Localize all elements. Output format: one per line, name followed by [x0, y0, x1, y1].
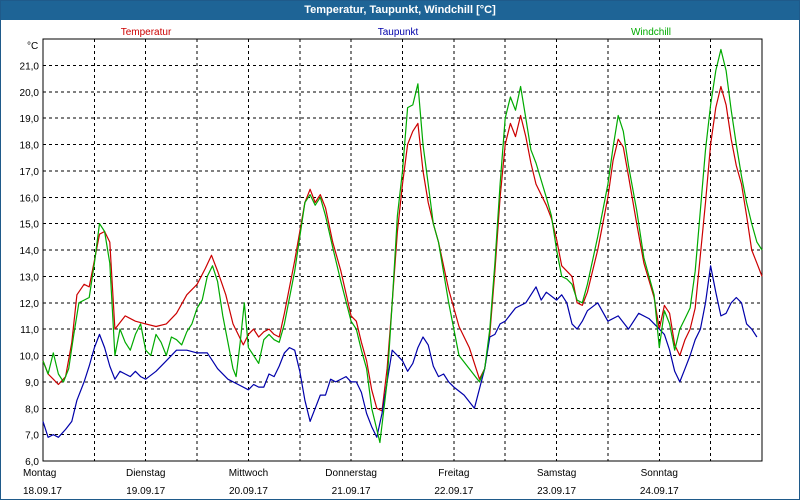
y-tick-label: 17,0	[20, 167, 40, 178]
series-lines	[42, 48, 763, 444]
legend-item-temperatur: Temperatur	[121, 27, 172, 38]
legend-item-windchill: Windchill	[631, 27, 671, 38]
y-tick-label: 20,0	[20, 88, 40, 99]
y-tick-label: 18,0	[20, 141, 40, 152]
y-tick-label: 16,0	[20, 193, 40, 204]
x-tick-day: Donnerstag	[325, 468, 377, 479]
x-tick-date: 18.09.17	[23, 486, 62, 497]
x-tick-date: 21.09.17	[332, 486, 371, 497]
y-tick-label: 6,0	[25, 457, 39, 468]
y-tick-label: 19,0	[20, 114, 40, 125]
x-tick-day: Sonntag	[641, 468, 678, 479]
y-tick-label: 7,0	[25, 431, 39, 442]
x-tick-date: 19.09.17	[126, 486, 165, 497]
y-tick-label: 13,0	[20, 272, 40, 283]
y-tick-label: 14,0	[20, 246, 40, 257]
x-tick-day: Dienstag	[126, 468, 165, 479]
x-tick-day: Montag	[23, 468, 56, 479]
y-tick-label: 15,0	[20, 220, 40, 231]
x-tick-date: 22.09.17	[434, 486, 473, 497]
series-line-windchill	[42, 48, 763, 444]
x-tick-date: 24.09.17	[640, 486, 679, 497]
y-axis-ticks: 6,0 7,0 8,0 9,0 10,0 11,0 12,0 13,0 14,0 15,0 16,0…	[20, 61, 40, 468]
line-chart: 6,0 7,0 8,0 9,0 10,0 11,0 12,0 13,0 14,0 15,0 16,0…	[20, 27, 763, 497]
x-tick-date: 20.09.17	[229, 486, 268, 497]
grid	[43, 39, 762, 461]
x-tick-date: 23.09.17	[537, 486, 576, 497]
x-tick-day: Mittwoch	[229, 468, 268, 479]
y-tick-label: 8,0	[25, 404, 39, 415]
y-tick-label: 21,0	[20, 61, 40, 72]
legend-item-taupunkt: Taupunkt	[378, 27, 419, 38]
x-tick-day: Samstag	[537, 468, 576, 479]
legend: Temperatur Taupunkt Windchill	[121, 27, 671, 38]
y-axis-label: °C	[27, 41, 38, 52]
x-axis-ticks: Montag 18.09.17 Dienstag 19.09.17 Mittwoch 20…	[23, 468, 679, 497]
y-tick-label: 11,0	[20, 325, 39, 336]
window-title: Temperatur, Taupunkt, Windchill [°C]	[1, 1, 799, 20]
y-tick-label: 12,0	[20, 299, 40, 310]
series-line-taupunkt	[42, 265, 758, 438]
y-tick-label: 9,0	[25, 378, 39, 389]
y-tick-label: 10,0	[20, 352, 40, 363]
x-tick-day: Freitag	[438, 468, 469, 479]
